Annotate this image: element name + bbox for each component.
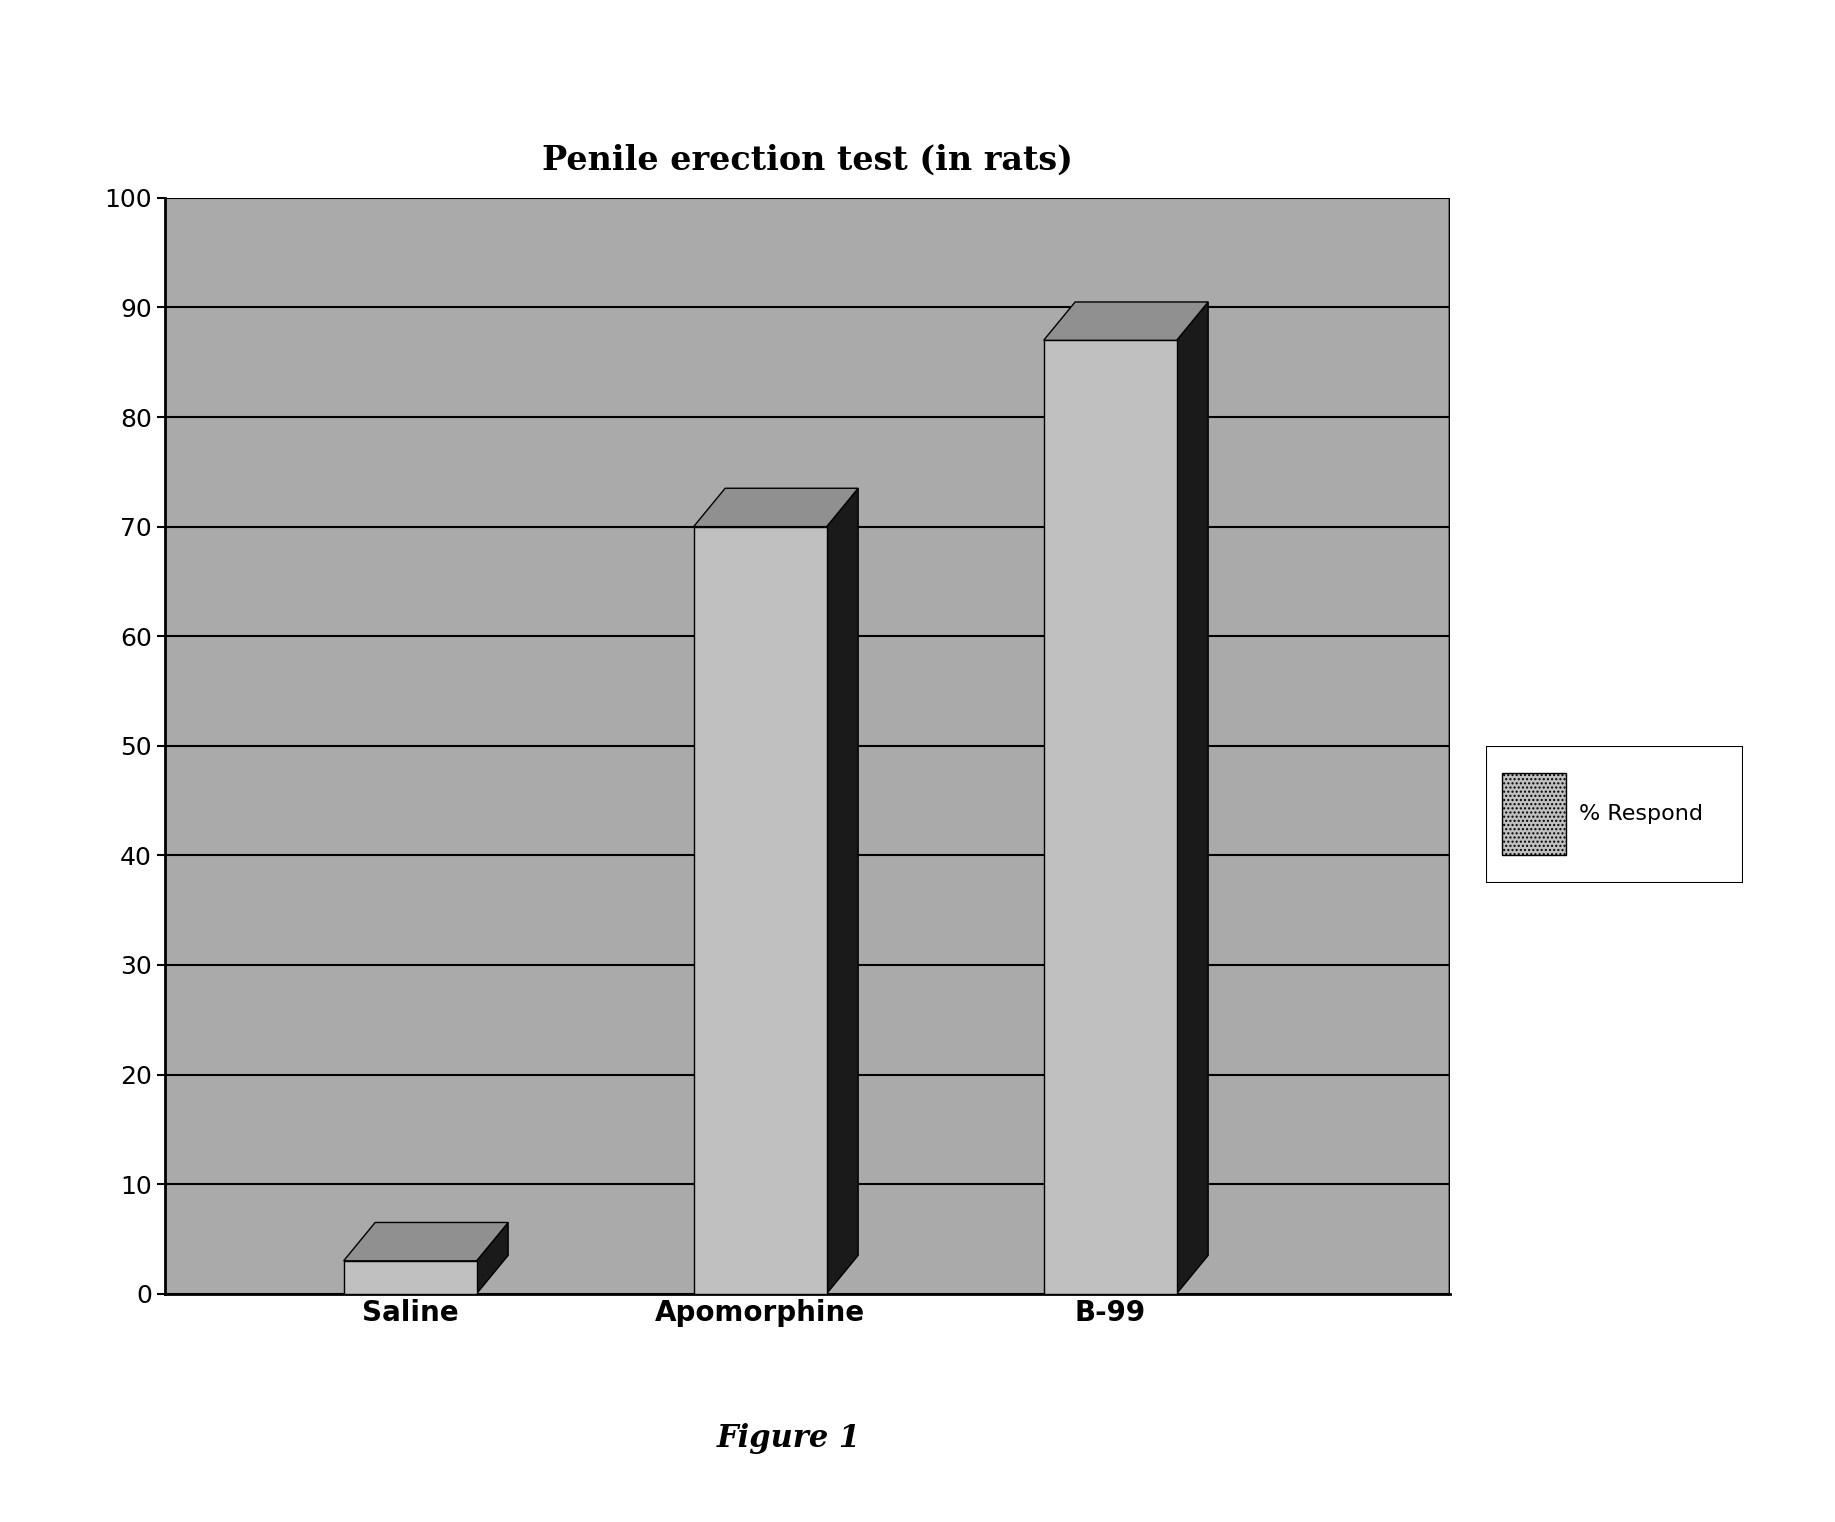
Text: % Respond: % Respond: [1578, 804, 1703, 825]
Title: Penile erection test (in rats): Penile erection test (in rats): [541, 145, 1073, 177]
Bar: [694, 527, 826, 1294]
Bar: [1044, 341, 1176, 1294]
Bar: [343, 1260, 477, 1294]
Text: Figure 1: Figure 1: [717, 1423, 861, 1454]
Polygon shape: [343, 1222, 508, 1260]
Bar: [1501, 773, 1565, 855]
Polygon shape: [1450, 160, 1481, 1294]
Polygon shape: [477, 1222, 508, 1294]
Polygon shape: [826, 489, 859, 1294]
Polygon shape: [1176, 301, 1207, 1294]
Polygon shape: [694, 489, 859, 527]
Polygon shape: [165, 160, 1481, 198]
Polygon shape: [1044, 301, 1207, 341]
